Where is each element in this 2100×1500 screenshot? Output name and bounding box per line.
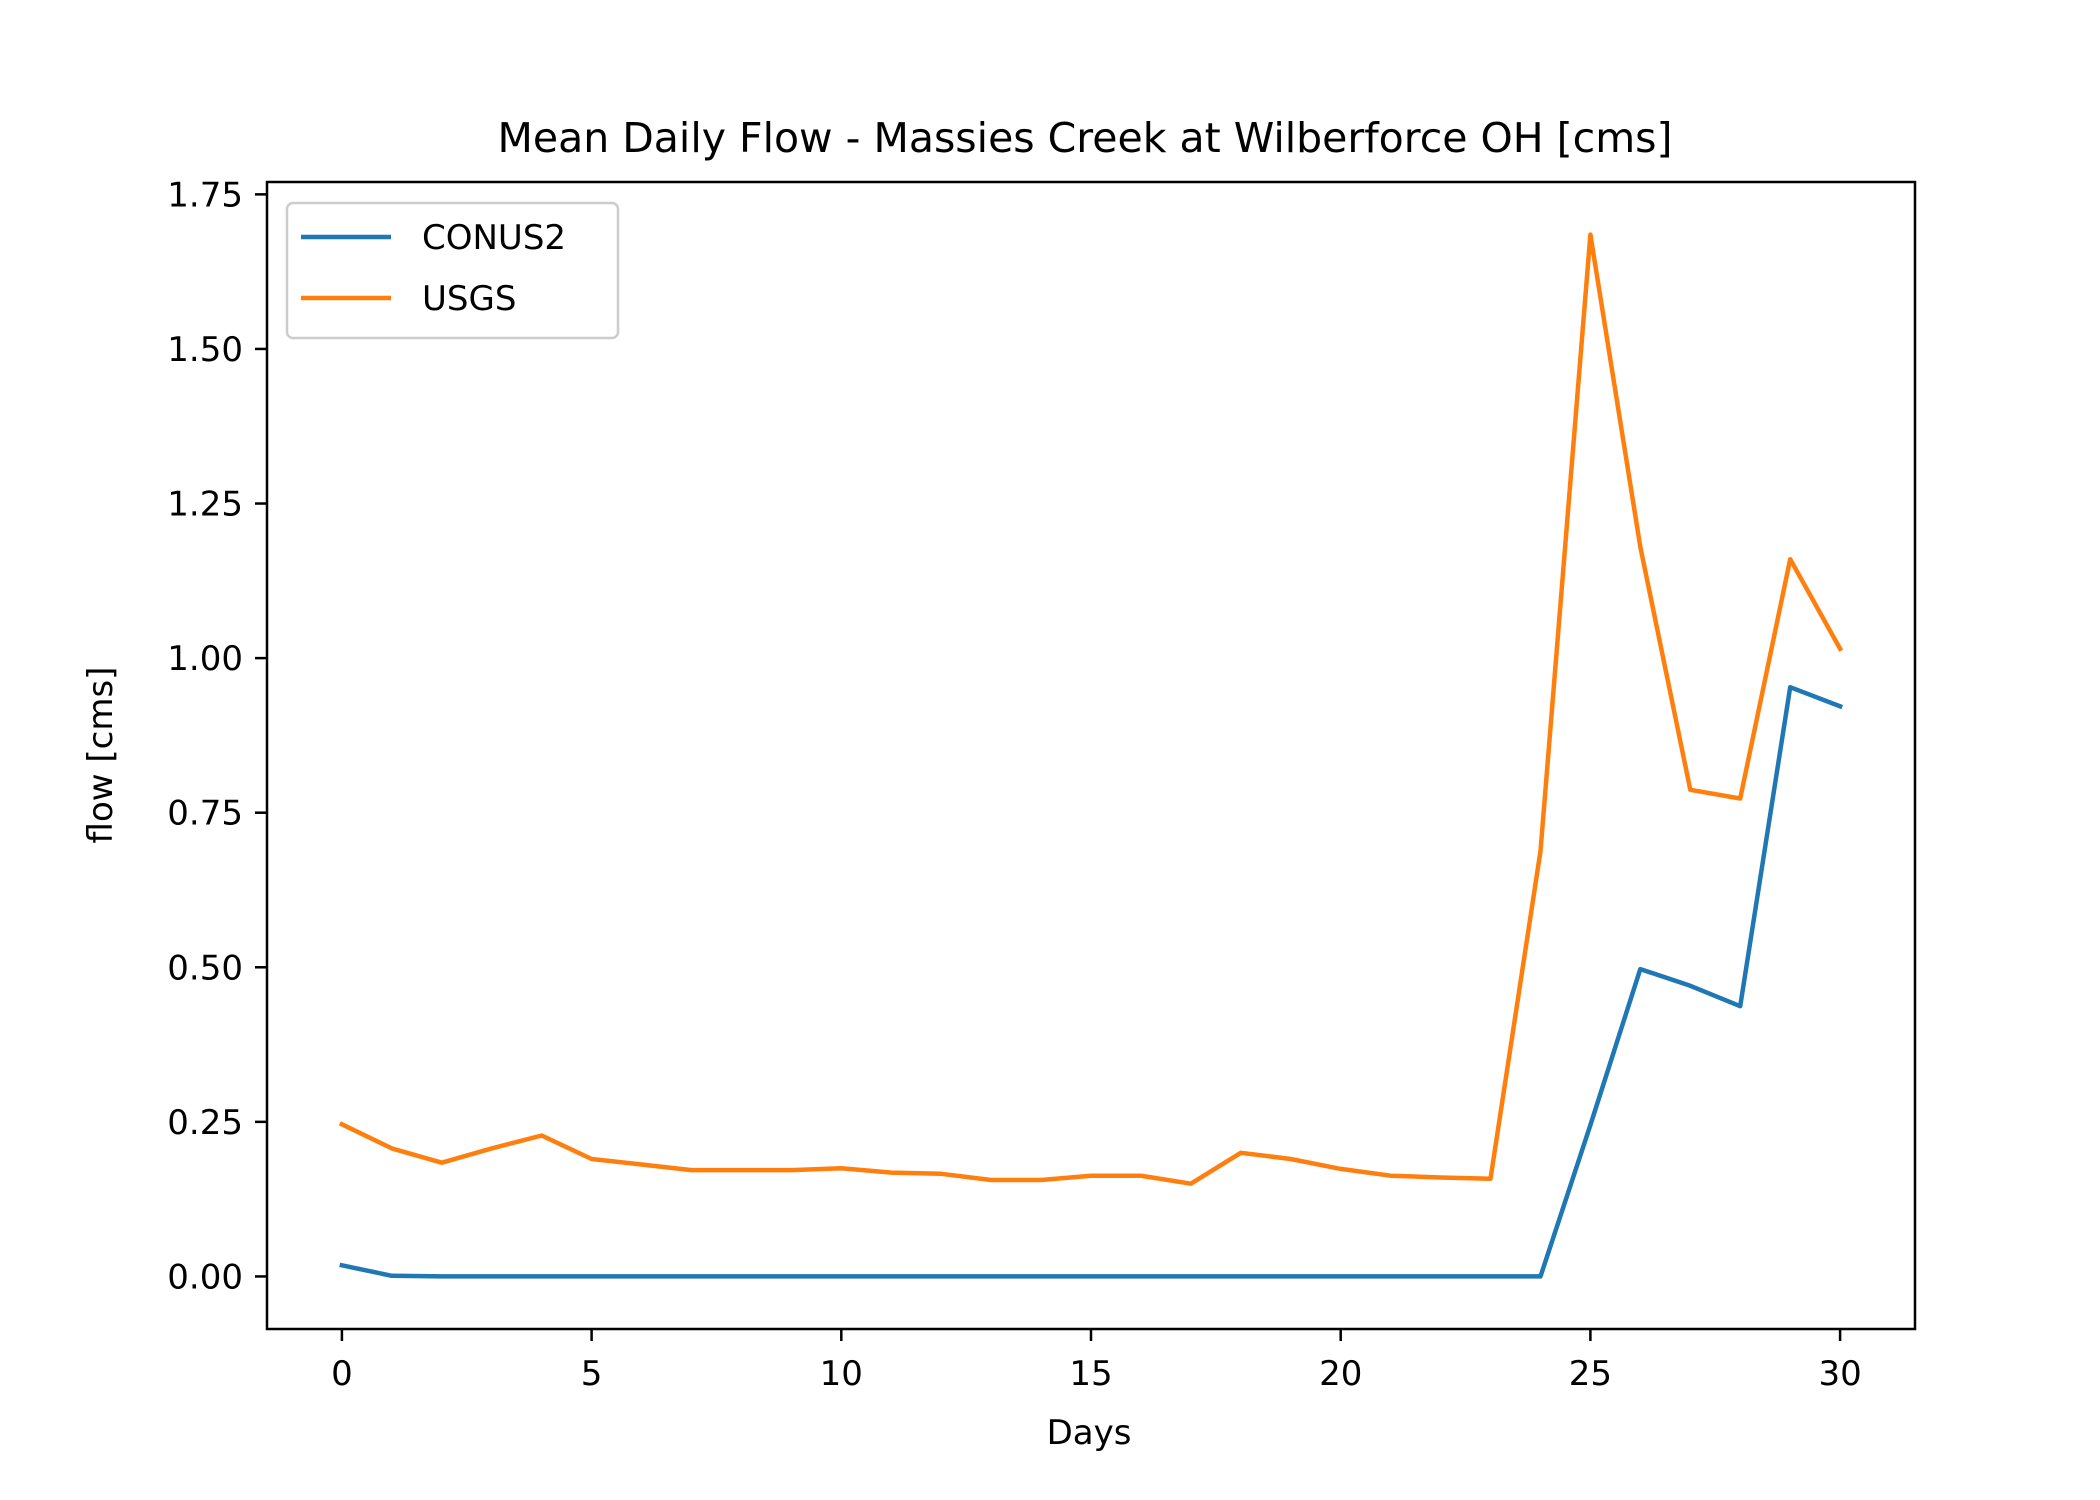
legend-label-conus2: CONUS2 [422,218,566,258]
y-tick-label: 1.25 [167,485,243,525]
x-tick-label: 10 [820,1354,863,1394]
y-axis-ticks: 0.00 0.25 0.50 0.75 1.00 1.25 1.50 1.75 [167,175,267,1297]
y-tick-label: 0.25 [167,1103,243,1143]
y-tick-label: 1.00 [167,639,243,679]
y-tick-label: 0.50 [167,948,243,988]
x-tick-label: 15 [1069,1354,1112,1394]
y-tick-label: 0.75 [167,794,243,834]
x-axis-label: Days [1047,1413,1132,1453]
series-line-conus2 [339,684,1844,1279]
x-tick-label: 0 [331,1354,353,1394]
chart-title: Mean Daily Flow - Massies Creek at Wilbe… [497,114,1672,162]
y-tick-label: 1.50 [167,330,243,370]
x-tick-label: 5 [581,1354,603,1394]
legend: CONUS2 USGS [285,201,620,340]
x-tick-label: 25 [1569,1354,1612,1394]
y-axis-label: flow [cms] [81,667,121,844]
series-line-usgs [338,232,1844,1186]
y-tick-label: 1.75 [167,175,243,215]
x-tick-label: 30 [1818,1354,1861,1394]
legend-label-usgs: USGS [422,279,516,319]
y-tick-label: 0.00 [167,1257,243,1297]
x-axis-ticks: 0 5 10 15 20 25 30 [331,1329,1862,1394]
x-tick-label: 20 [1319,1354,1362,1394]
series-layer [338,232,1844,1279]
